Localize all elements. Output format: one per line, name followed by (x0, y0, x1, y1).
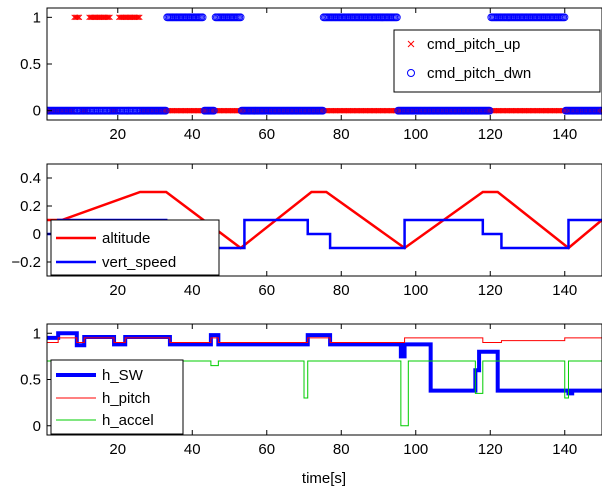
x-tick-label: 140 (552, 282, 577, 299)
data-point (104, 14, 111, 21)
legend-marker-cmd-pitch-dwn (407, 69, 415, 77)
y-tick-label: 0.2 (20, 198, 41, 215)
x-tick-label: 80 (333, 126, 350, 143)
y-tick-label: 0.5 (20, 372, 41, 389)
legend-box (50, 359, 184, 435)
data-point (209, 106, 218, 115)
x-tick-label: 80 (333, 282, 350, 299)
series-line-h-pitch (47, 337, 602, 343)
series-line-h-accel (47, 360, 602, 427)
data-point (75, 14, 81, 21)
x-tick-label: 40 (184, 282, 201, 299)
y-tick-label: 0 (33, 226, 41, 243)
data-point (76, 14, 83, 21)
x-tick-label: 20 (109, 126, 126, 143)
series-cmd-pitch-dwn (47, 13, 602, 115)
y-tick-label: 0 (33, 103, 41, 120)
legend: altitude vert_speed (50, 219, 220, 276)
x-axis-label: time[s] (302, 470, 346, 487)
data-point (135, 14, 142, 21)
legend-box (393, 29, 601, 93)
data-point (597, 106, 602, 115)
x-tick-label: 140 (552, 126, 577, 143)
legend-box (50, 219, 220, 276)
x-tick-label: 60 (258, 282, 275, 299)
x-tick-label: 100 (403, 441, 428, 458)
series-line-altitude (47, 190, 602, 250)
legend: h_SW h_pitch h_accel (50, 359, 184, 435)
data-point (485, 106, 494, 115)
series-line-h-SW (47, 331, 602, 396)
x-tick-label: 60 (258, 441, 275, 458)
legend: cmd_pitch_up cmd_pitch_dwn (393, 29, 601, 93)
axes-frame (46, 163, 602, 277)
y-tick-label: 0 (33, 418, 41, 435)
legend-label: vert_speed (102, 254, 176, 271)
x-tick-label: 100 (403, 126, 428, 143)
data-point (560, 13, 569, 22)
data-point (107, 14, 113, 21)
panel-1: 20 40 60 80 100 120 140 0 0.5 1 cmd_pitch_up cmd_… (20, 7, 602, 143)
data-point (318, 106, 327, 115)
x-tick-label: 60 (258, 126, 275, 143)
legend-marker-cmd-pitch-up (407, 40, 415, 48)
y-tick-label: −0.2 (11, 254, 41, 271)
x-tick-label: 20 (109, 282, 126, 299)
y-tick-label: 0.5 (20, 56, 41, 73)
data-point (105, 14, 112, 21)
panel-2: 20 40 60 80 100 120 140 −0.2 0 0.2 0.4 altitude ve… (11, 163, 602, 299)
data-point (134, 14, 140, 21)
panel-3: 20 40 60 80 100 120 140 0 0.5 1 time[s] h_SW h_pi… (20, 323, 602, 487)
y-tick-label: 1 (33, 325, 41, 342)
y-tick-label: 0.4 (20, 170, 41, 187)
y-tick-label: 1 (33, 9, 41, 26)
legend-label: h_pitch (102, 390, 150, 407)
data-point (136, 14, 143, 21)
data-point (73, 14, 80, 21)
x-tick-label: 140 (552, 441, 577, 458)
x-tick-label: 120 (478, 126, 503, 143)
x-tick-label: 40 (184, 126, 201, 143)
legend-label: altitude (102, 230, 150, 247)
legend-label: h_SW (102, 367, 144, 384)
data-point (392, 13, 401, 22)
data-point (236, 13, 245, 22)
x-tick-label: 40 (184, 441, 201, 458)
legend-label: cmd_pitch_up (427, 36, 520, 53)
legend-label: h_accel (102, 412, 154, 429)
x-tick-label: 100 (403, 282, 428, 299)
data-point (161, 106, 170, 115)
data-point (598, 107, 602, 114)
x-tick-label: 20 (109, 441, 126, 458)
x-tick-label: 120 (478, 441, 503, 458)
data-point (198, 13, 207, 22)
x-tick-label: 80 (333, 441, 350, 458)
x-tick-label: 120 (478, 282, 503, 299)
legend-label: cmd_pitch_dwn (427, 65, 531, 82)
